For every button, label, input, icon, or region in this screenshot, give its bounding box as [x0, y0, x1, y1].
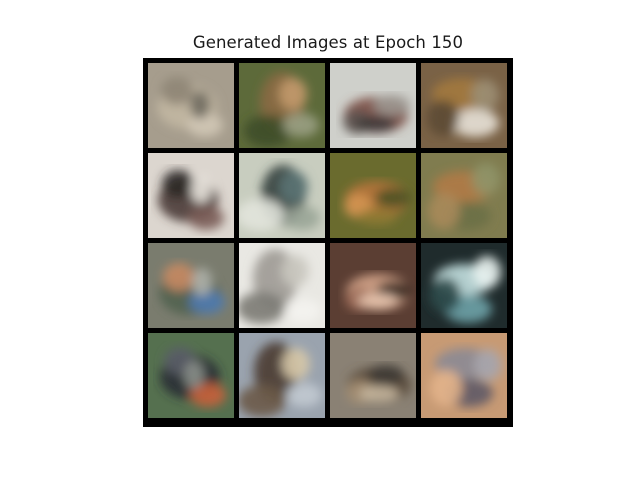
generated-image	[239, 153, 325, 238]
generated-image-tile	[330, 243, 416, 328]
generated-image	[421, 63, 507, 148]
generated-image	[330, 63, 416, 148]
image-grid	[143, 58, 513, 427]
generated-image-tile	[330, 153, 416, 238]
generated-image-tile	[148, 243, 234, 328]
generated-image-tile	[148, 63, 234, 148]
generated-image	[330, 243, 416, 328]
generated-image-tile	[239, 243, 325, 328]
generated-image-tile	[421, 243, 507, 328]
generated-image	[421, 153, 507, 238]
generated-image-tile	[421, 153, 507, 238]
generated-image-tile	[421, 63, 507, 148]
generated-image	[239, 63, 325, 148]
generated-image	[148, 63, 234, 148]
generated-image	[330, 153, 416, 238]
generated-image	[421, 243, 507, 328]
generated-image	[239, 333, 325, 418]
generated-image-tile	[148, 333, 234, 418]
generated-image-tile	[330, 333, 416, 418]
generated-image	[239, 243, 325, 328]
generated-image	[148, 153, 234, 238]
generated-image	[148, 243, 234, 328]
generated-image-tile	[239, 333, 325, 418]
generated-image-tile	[330, 63, 416, 148]
generated-image-tile	[239, 63, 325, 148]
generated-image-tile	[239, 153, 325, 238]
generated-image-tile	[148, 153, 234, 238]
figure-title: Generated Images at Epoch 150	[192, 33, 464, 52]
generated-image	[330, 333, 416, 418]
generated-image	[148, 333, 234, 418]
generated-image-tile	[421, 333, 507, 418]
generated-image	[421, 333, 507, 418]
